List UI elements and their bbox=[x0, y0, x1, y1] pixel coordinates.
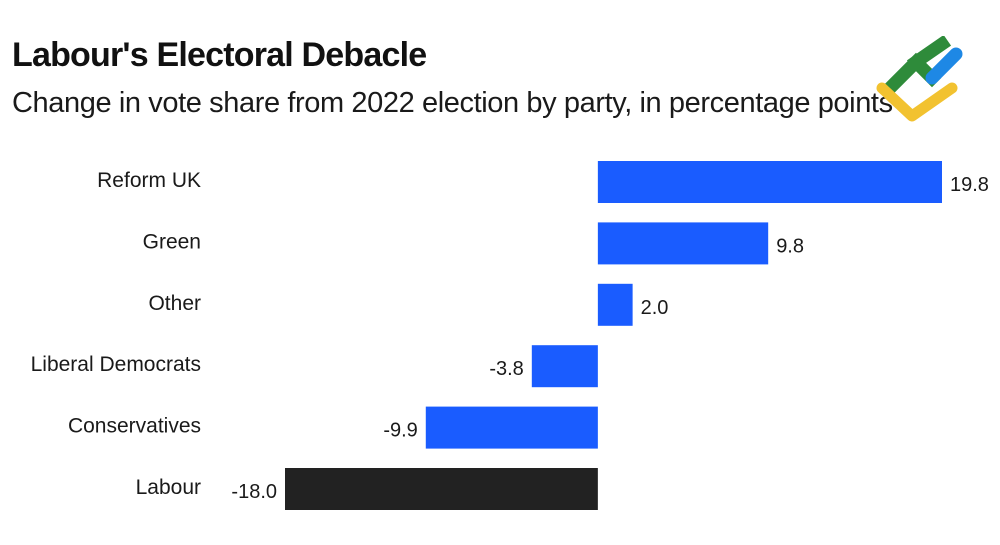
category-label: Liberal Democrats bbox=[31, 353, 201, 376]
value-label: 9.8 bbox=[776, 235, 804, 257]
chart-title: Labour's Electoral Debacle bbox=[12, 36, 427, 74]
bar-liberal-democrats bbox=[531, 345, 598, 388]
category-label: Labour bbox=[136, 476, 201, 499]
value-label: 2.0 bbox=[641, 297, 669, 319]
value-label: -18.0 bbox=[231, 481, 277, 503]
chart-subtitle: Change in vote share from 2022 election … bbox=[12, 87, 893, 119]
bar-conservatives bbox=[425, 406, 598, 449]
category-label: Conservatives bbox=[68, 415, 201, 438]
category-label: Other bbox=[148, 292, 201, 315]
bar-other bbox=[597, 283, 633, 326]
value-label: -3.8 bbox=[489, 358, 523, 380]
bar-reform-uk bbox=[597, 161, 942, 203]
bar-labour bbox=[285, 468, 598, 510]
bar-green bbox=[597, 222, 769, 265]
value-label: -9.9 bbox=[383, 420, 417, 442]
value-label: 19.8 bbox=[950, 174, 989, 196]
category-label: Reform UK bbox=[97, 169, 201, 192]
category-label: Green bbox=[143, 230, 201, 253]
watermark-logo-icon bbox=[876, 36, 963, 122]
